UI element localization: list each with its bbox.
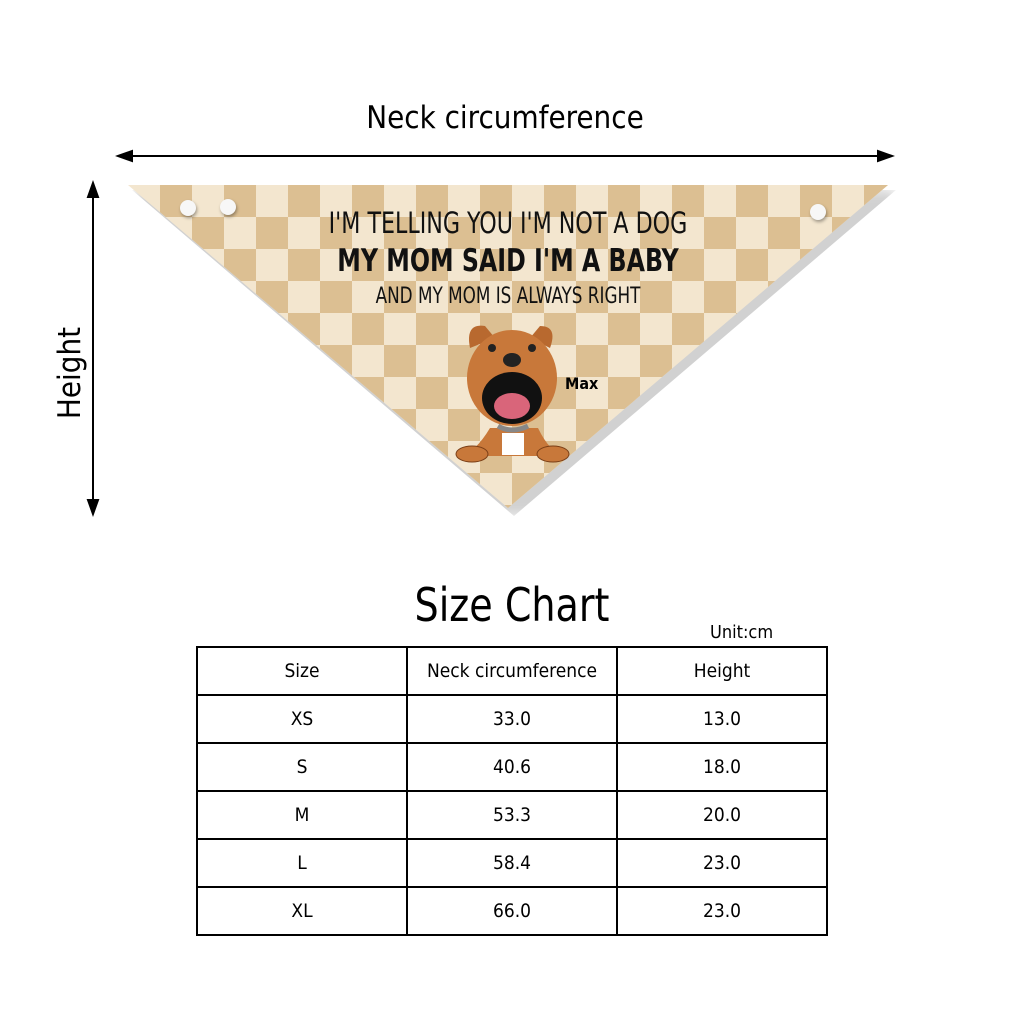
- table-row: S 40.6 18.0: [196, 742, 828, 792]
- height-cell: 20.0: [616, 790, 828, 840]
- height-cell: 23.0: [616, 886, 828, 936]
- neck-cell: 53.3: [406, 790, 618, 840]
- snap-button: [810, 204, 826, 220]
- neck-cell: 33.0: [406, 694, 618, 744]
- unit-label: Unit:cm: [710, 622, 774, 643]
- snap-button: [180, 200, 196, 216]
- header-cell: Neck circumference: [406, 646, 618, 696]
- header-cell: Height: [616, 646, 828, 696]
- size-cell: L: [196, 838, 408, 888]
- size-cell: S: [196, 742, 408, 792]
- size-chart-title: Size Chart: [414, 578, 610, 632]
- bandana-text-line1: I'M TELLING YOU I'M NOT A DOG: [328, 206, 688, 240]
- height-cell: 23.0: [616, 838, 828, 888]
- table-row: L 58.4 23.0: [196, 838, 828, 888]
- height-cell: 18.0: [616, 742, 828, 792]
- height-arrow: [86, 180, 100, 517]
- dog-illustration: [455, 325, 570, 463]
- neck-cell: 66.0: [406, 886, 618, 936]
- size-cell: M: [196, 790, 408, 840]
- snap-button: [220, 199, 236, 215]
- table-row: XS 33.0 13.0: [196, 694, 828, 744]
- pet-name: Max: [565, 374, 599, 393]
- neck-cell: 40.6: [406, 742, 618, 792]
- size-cell: XS: [196, 694, 408, 744]
- neck-circumference-label: Neck circumference: [366, 100, 644, 136]
- bandana-text-line3: AND MY MOM IS ALWAYS RIGHT: [375, 284, 641, 309]
- neck-arrow: [115, 149, 895, 163]
- table-row: XL 66.0 23.0: [196, 886, 828, 936]
- table-header-row: Size Neck circumference Height: [196, 646, 828, 696]
- neck-cell: 58.4: [406, 838, 618, 888]
- bandana-text-line2: MY MOM SAID I'M A BABY: [337, 243, 679, 279]
- size-cell: XL: [196, 886, 408, 936]
- height-cell: 13.0: [616, 694, 828, 744]
- header-cell: Size: [196, 646, 408, 696]
- table-row: M 53.3 20.0: [196, 790, 828, 840]
- size-chart-table: Size Neck circumference Height XS 33.0 1…: [196, 646, 828, 936]
